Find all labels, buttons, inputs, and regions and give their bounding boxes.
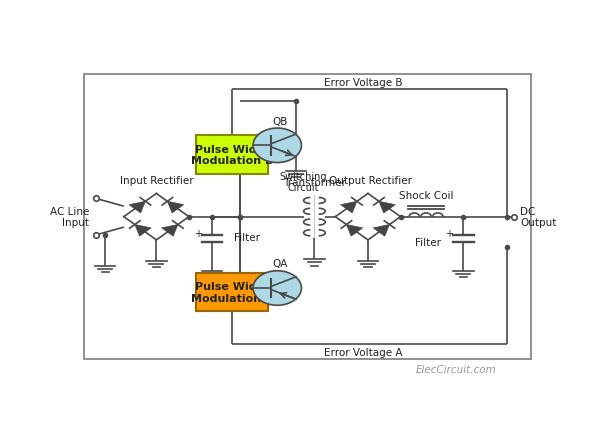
Polygon shape xyxy=(161,225,178,237)
Text: Shock Coil: Shock Coil xyxy=(399,190,454,201)
FancyBboxPatch shape xyxy=(196,136,268,174)
Circle shape xyxy=(253,271,301,306)
Text: Output Rectifier: Output Rectifier xyxy=(329,176,412,186)
Text: Filter: Filter xyxy=(415,237,441,247)
Text: ElecCircuit.com: ElecCircuit.com xyxy=(416,365,497,375)
Text: AC Line
Input: AC Line Input xyxy=(50,206,89,228)
Text: Pulse Width
Modulation A: Pulse Width Modulation A xyxy=(191,282,273,303)
Text: Filter: Filter xyxy=(235,232,260,242)
Polygon shape xyxy=(135,225,151,237)
Text: Error Voltage A: Error Voltage A xyxy=(324,347,403,357)
Text: Input Rectifier: Input Rectifier xyxy=(119,176,193,186)
Text: +: + xyxy=(194,228,202,238)
Text: QB: QB xyxy=(272,117,287,126)
Circle shape xyxy=(253,129,301,163)
Text: QA: QA xyxy=(272,259,287,269)
FancyBboxPatch shape xyxy=(196,273,268,311)
Text: +: + xyxy=(445,228,454,238)
Polygon shape xyxy=(346,225,363,237)
Bar xyxy=(84,75,530,359)
Text: Transformer: Transformer xyxy=(283,178,346,187)
Polygon shape xyxy=(379,202,395,213)
Text: Error Voltage B: Error Voltage B xyxy=(324,77,403,87)
Text: Pulse Width
Modulation B: Pulse Width Modulation B xyxy=(191,144,273,166)
Text: DC
Output: DC Output xyxy=(520,206,556,228)
Polygon shape xyxy=(341,202,357,213)
Polygon shape xyxy=(167,202,184,213)
Text: Switching
Circuit: Switching Circuit xyxy=(279,172,326,193)
Polygon shape xyxy=(129,202,145,213)
Polygon shape xyxy=(373,225,389,237)
